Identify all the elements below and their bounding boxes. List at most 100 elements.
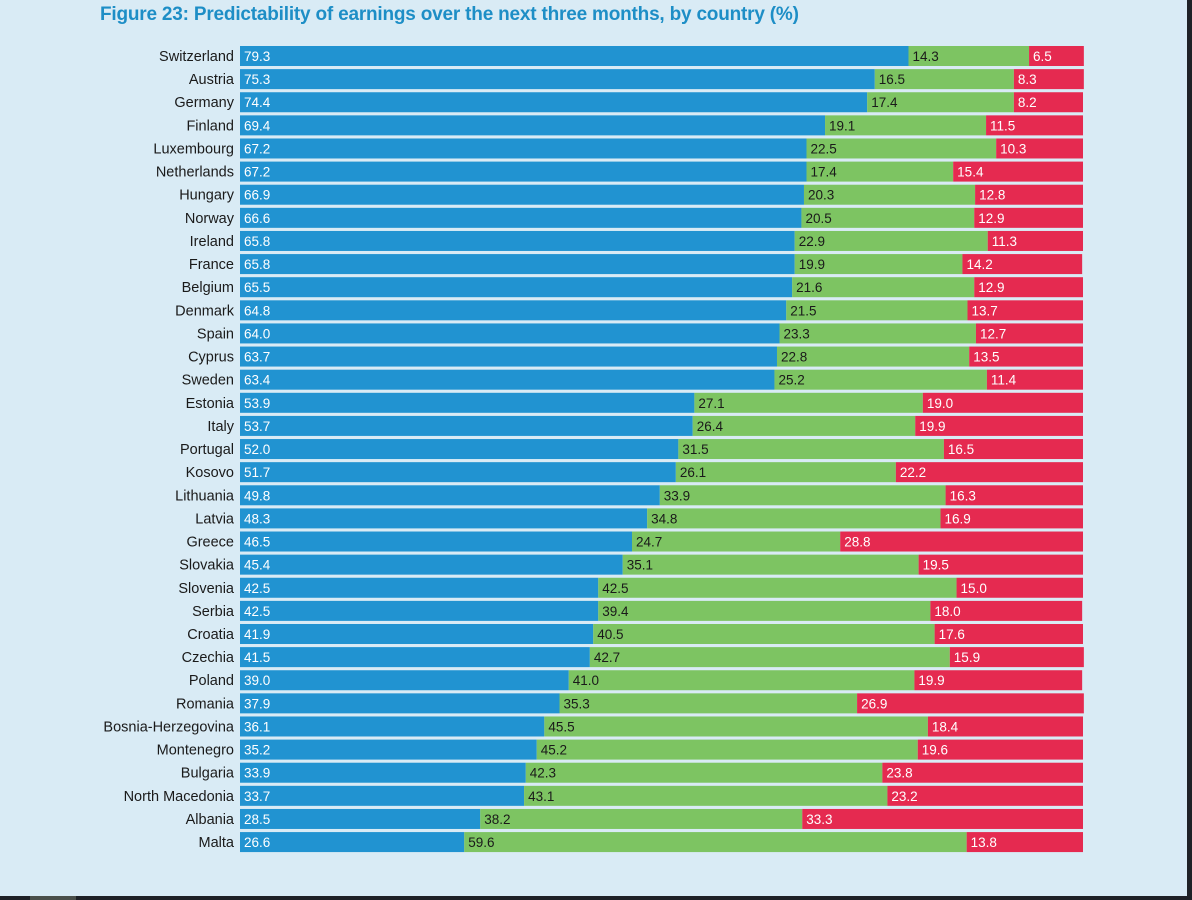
country-label: Denmark — [175, 303, 235, 319]
country-label: Montenegro — [157, 743, 234, 759]
data-label-series-3: 11.4 — [991, 373, 1017, 388]
bar-row: Slovakia 45.4 35.1 19.5 — [179, 554, 1084, 575]
data-label-series-1: 35.2 — [244, 743, 270, 758]
data-label-series-3: 17.6 — [939, 627, 965, 642]
bar-segment-series-1 — [240, 670, 569, 691]
bar-segment-series-2 — [794, 230, 988, 251]
bar-segment-series-2 — [480, 808, 803, 829]
country-label: Germany — [174, 95, 234, 111]
bar-segment-series-1 — [240, 46, 909, 66]
data-label-series-2: 38.2 — [484, 812, 510, 827]
bar-segment-series-1 — [240, 762, 526, 783]
data-label-series-1: 37.9 — [244, 696, 270, 711]
bar-segment-series-2 — [774, 369, 987, 390]
bar-segment-series-3 — [987, 230, 1083, 251]
data-label-series-3: 11.5 — [990, 118, 1015, 133]
country-label: Luxembourg — [153, 141, 234, 157]
bar-segment-series-1 — [240, 577, 599, 598]
country-label: Spain — [197, 326, 234, 342]
country-label: Finland — [186, 118, 234, 134]
data-label-series-2: 39.4 — [602, 604, 629, 619]
country-label: North Macedonia — [124, 789, 235, 805]
data-label-series-3: 19.6 — [922, 743, 948, 758]
data-label-series-2: 20.3 — [808, 188, 834, 203]
bar-segment-series-2 — [792, 277, 975, 298]
bar-segment-series-2 — [524, 785, 888, 806]
data-label-series-3: 14.2 — [966, 257, 992, 272]
bar-segment-series-3 — [918, 554, 1084, 575]
bar-segment-series-2 — [908, 46, 1030, 66]
data-label-series-2: 25.2 — [778, 373, 804, 388]
bar-segment-series-2 — [647, 508, 941, 529]
bar-row: Sweden 63.4 25.2 11.4 — [182, 369, 1083, 390]
bar-segment-series-2 — [589, 647, 950, 668]
bar-row: Poland 39.0 41.0 19.9 — [189, 670, 1083, 691]
bar-segment-series-1 — [240, 184, 804, 205]
bar-segment-series-1 — [240, 254, 795, 275]
bar-row: Norway 66.6 20.5 12.9 — [185, 207, 1083, 228]
bar-segment-series-1 — [240, 92, 868, 113]
bar-row: Czechia 41.5 42.7 15.9 — [182, 647, 1084, 668]
data-label-series-2: 41.0 — [573, 673, 599, 688]
data-label-series-2: 19.1 — [829, 118, 855, 133]
data-label-series-3: 16.3 — [950, 488, 976, 503]
data-label-series-1: 64.0 — [244, 326, 270, 341]
bar-row: Romania 37.9 35.3 26.9 — [176, 693, 1084, 714]
bar-segment-series-3 — [887, 785, 1083, 806]
bar-segment-series-3 — [895, 462, 1083, 483]
bar-row: Croatia 41.9 40.5 17.6 — [187, 624, 1083, 644]
bar-segment-series-3 — [974, 207, 1083, 228]
bar-segment-series-2 — [598, 577, 957, 598]
data-label-series-3: 12.9 — [978, 280, 1004, 295]
data-label-series-1: 41.5 — [244, 650, 270, 665]
bar-segment-series-2 — [622, 554, 919, 575]
country-label: Italy — [207, 419, 234, 435]
bar-segment-series-2 — [874, 69, 1014, 90]
data-label-series-1: 48.3 — [244, 511, 270, 526]
bar-row: Lithuania 49.8 33.9 16.3 — [175, 485, 1083, 506]
country-label: Kosovo — [186, 465, 234, 481]
bar-row: Luxembourg 67.2 22.5 10.3 — [153, 138, 1083, 159]
data-label-series-3: 28.8 — [844, 535, 870, 550]
bar-segment-series-1 — [240, 462, 676, 483]
data-label-series-2: 14.3 — [913, 49, 939, 64]
data-label-series-3: 23.2 — [891, 789, 917, 804]
data-label-series-2: 42.7 — [594, 650, 620, 665]
data-label-series-2: 43.1 — [528, 789, 554, 804]
bar-row: Spain 64.0 23.3 12.7 — [197, 323, 1083, 344]
bar-segment-series-1 — [240, 69, 875, 90]
bar-segment-series-2 — [806, 161, 954, 182]
country-label: Greece — [186, 535, 234, 551]
bar-segment-series-1 — [240, 230, 795, 251]
bar-segment-series-2 — [568, 670, 915, 691]
bar-segment-series-2 — [786, 300, 968, 321]
bar-segment-series-2 — [678, 439, 944, 460]
data-label-series-3: 26.9 — [861, 696, 887, 711]
country-label: France — [189, 257, 234, 273]
data-label-series-3: 19.9 — [919, 419, 945, 434]
data-label-series-3: 8.2 — [1018, 95, 1037, 110]
bar-row: Finland 69.4 19.1 11.5 — [186, 115, 1084, 136]
bar-segment-series-2 — [525, 762, 883, 783]
bar-segment-series-3 — [802, 808, 1083, 829]
data-label-series-3: 19.9 — [918, 673, 944, 688]
country-label: Croatia — [187, 627, 235, 643]
data-label-series-1: 52.0 — [244, 442, 270, 457]
data-label-series-3: 8.3 — [1018, 72, 1037, 87]
bar-segment-series-2 — [593, 624, 935, 644]
country-label: Austria — [189, 72, 235, 88]
data-label-series-1: 74.4 — [244, 95, 271, 110]
data-label-series-1: 33.7 — [244, 789, 270, 804]
data-label-series-3: 10.3 — [1000, 141, 1026, 156]
bar-segment-series-2 — [801, 207, 975, 228]
data-label-series-1: 51.7 — [244, 465, 270, 480]
bar-segment-series-3 — [986, 115, 1084, 136]
bar-segment-series-1 — [240, 300, 787, 321]
bar-segment-series-1 — [240, 207, 802, 228]
bar-segment-series-3 — [840, 531, 1083, 552]
data-label-series-3: 16.9 — [945, 511, 971, 526]
data-label-series-3: 13.5 — [973, 350, 999, 365]
bar-row: France 65.8 19.9 14.2 — [189, 254, 1083, 275]
data-label-series-2: 42.5 — [602, 581, 628, 596]
